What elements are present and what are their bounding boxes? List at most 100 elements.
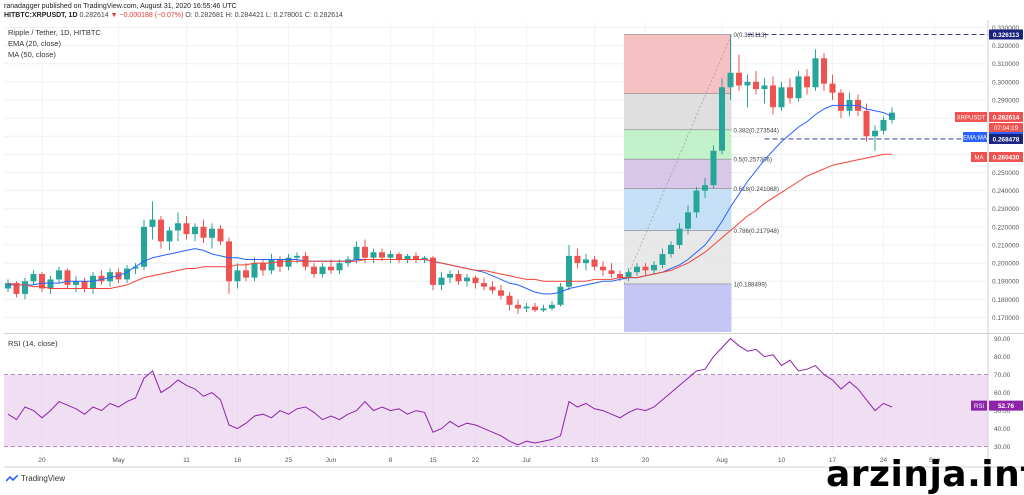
indicator-lines [7, 104, 893, 295]
candle [30, 270, 37, 285]
candle [175, 212, 181, 242]
candle-body [294, 255, 300, 258]
price-badge: RSI 52.76 [971, 400, 1023, 411]
tradingview-logo[interactable]: TradingView [6, 474, 65, 483]
price-change: ▼ −0.000188 (−0.07%) [110, 12, 184, 19]
candle-body [90, 275, 96, 289]
price-badge: 0.326113 [989, 29, 1023, 40]
candle-body [753, 81, 759, 90]
candle-body [141, 226, 147, 267]
candle [727, 34, 734, 100]
candle-body [829, 83, 836, 93]
candle [846, 92, 853, 117]
candle [22, 277, 28, 300]
candle-body [192, 226, 198, 235]
price-badge: XRPUSDT 0.282614 [955, 112, 1023, 122]
badge-tag-text: RSI [974, 404, 984, 410]
candle [260, 259, 266, 276]
candle-body [64, 270, 71, 285]
candle-body [804, 76, 810, 88]
candle-body [413, 255, 419, 260]
candle [464, 273, 470, 287]
candles [5, 34, 895, 314]
candle [64, 268, 71, 289]
y-tick-label: 0.330000 [992, 25, 1019, 32]
candle [404, 254, 411, 264]
candle-body [464, 277, 470, 282]
fib-trend-line [623, 34, 732, 285]
candle [659, 248, 666, 269]
y-tick-label: 0.240000 [992, 188, 1019, 195]
y-tick-label: 0.250000 [992, 170, 1019, 177]
candle-body [566, 255, 572, 287]
svg-text:07:04:19: 07:04:19 [994, 125, 1019, 132]
fib-level-label: 1(0.188499) [734, 281, 767, 288]
fib-level-label: 0.786(0.217948) [734, 228, 779, 235]
candle [753, 70, 759, 95]
candle [540, 304, 547, 313]
candle [277, 255, 283, 273]
candle [634, 263, 640, 276]
x-tick-label: 25 [285, 457, 293, 464]
candle [736, 54, 742, 91]
ohlc-readout: O: 0.282681 H: 0.284421 L: 0.278001 C: 0… [185, 12, 343, 19]
current-price: 0.282614 [79, 12, 109, 19]
candle-body [812, 58, 819, 88]
candle-body [22, 281, 28, 294]
rsi-band [4, 374, 988, 447]
candle-body [438, 277, 445, 285]
candle-body [200, 226, 207, 238]
candle [336, 259, 343, 274]
candle-body [370, 252, 377, 258]
candle-body [787, 87, 793, 99]
candle-body [234, 270, 241, 282]
candle [328, 259, 334, 274]
candle-body [56, 270, 62, 280]
candle-body [430, 257, 436, 285]
candle [396, 252, 402, 264]
badge-value [989, 400, 1023, 411]
candle-body [268, 259, 275, 271]
candle-body [209, 228, 215, 238]
badge-value [989, 133, 1023, 144]
x-tick-label: 10 [778, 457, 786, 464]
candle [132, 263, 139, 274]
candle-body [523, 306, 530, 309]
candle-body [158, 219, 164, 242]
candle [481, 277, 487, 291]
legend-title[interactable]: Ripple / Tether, 1D, HITBTC [8, 28, 101, 37]
fib-level-label: 0.618(0.241068) [734, 186, 779, 193]
candle [523, 302, 530, 313]
legend-rsi[interactable]: RSI (14, close) [8, 339, 58, 348]
candle-body [489, 286, 496, 291]
candle-body [5, 283, 11, 289]
legend-ma[interactable]: MA (50, close) [8, 50, 56, 59]
watermark: arzinja.info [826, 454, 1024, 495]
candle [311, 263, 317, 278]
candle [702, 177, 708, 198]
x-tick-label: 11 [183, 457, 190, 464]
candle [413, 252, 419, 264]
candle-body [362, 246, 368, 258]
candle-body [617, 273, 623, 278]
rsi-tick-label: 70.00 [994, 372, 1011, 379]
candle [319, 263, 326, 278]
main-legend: Ripple / Tether, 1D, HITBTC EMA (20, clo… [8, 27, 101, 60]
candle-body [455, 273, 462, 282]
candle [73, 275, 79, 293]
candle [685, 205, 691, 235]
candle-body [532, 306, 538, 311]
candle-body [710, 150, 717, 186]
candle-body [81, 281, 88, 289]
legend-ema[interactable]: EMA (20, close) [8, 39, 61, 48]
candle-body [166, 230, 173, 242]
candle-body [39, 273, 45, 289]
price-badge: 0.268478 [989, 133, 1023, 144]
candle [56, 266, 62, 284]
candle-body [73, 281, 79, 285]
candle-body [727, 72, 734, 88]
rsi-tick-label: 30.00 [994, 444, 1011, 451]
badge-tag-text: MA [975, 156, 984, 162]
candle-body [175, 223, 181, 231]
